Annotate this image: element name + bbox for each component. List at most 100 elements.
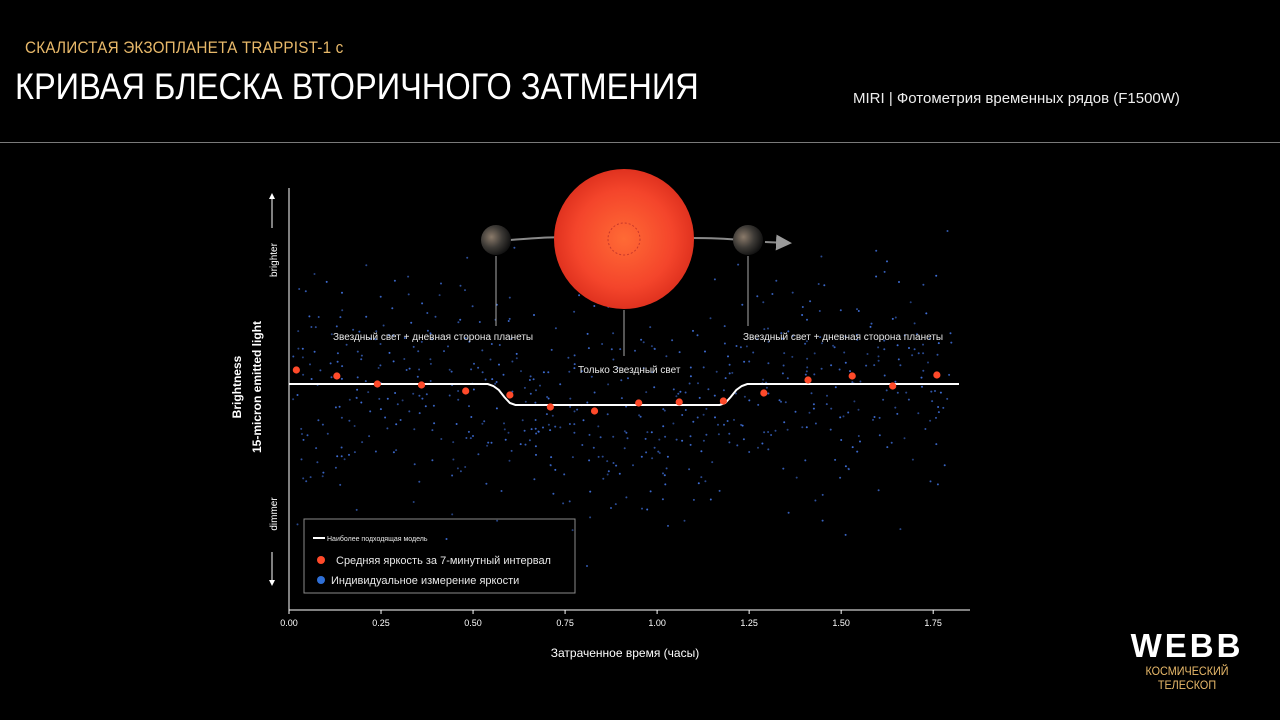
individual-point xyxy=(508,317,511,320)
individual-point xyxy=(916,333,918,336)
best-fit-model-line xyxy=(289,383,959,406)
individual-point xyxy=(873,364,876,367)
individual-point xyxy=(832,344,835,347)
individual-point xyxy=(379,295,382,298)
individual-point xyxy=(885,389,888,392)
individual-point xyxy=(610,507,612,509)
individual-point xyxy=(865,364,868,367)
individual-point xyxy=(717,423,719,426)
individual-point xyxy=(620,397,623,400)
individual-point xyxy=(563,473,566,476)
individual-point xyxy=(937,411,940,414)
individual-point xyxy=(665,355,668,358)
x-tick-label: 1.00 xyxy=(648,618,666,628)
x-tick-label: 0.25 xyxy=(372,618,390,628)
y-axis-label-secondary: 15-micron emitted light xyxy=(250,321,264,453)
individual-point xyxy=(718,489,721,492)
individual-point xyxy=(445,538,448,540)
individual-point xyxy=(498,363,500,366)
individual-point xyxy=(524,443,527,446)
individual-point xyxy=(886,260,888,263)
individual-point xyxy=(568,500,571,503)
individual-point xyxy=(567,356,570,359)
individual-point xyxy=(844,533,847,536)
individual-point xyxy=(537,430,540,433)
individual-point xyxy=(905,391,908,394)
individual-point xyxy=(452,441,455,444)
individual-point xyxy=(702,366,705,369)
individual-point xyxy=(909,301,912,304)
individual-point xyxy=(882,398,885,401)
individual-point xyxy=(339,483,342,486)
individual-point xyxy=(679,390,682,393)
individual-point xyxy=(700,450,703,453)
individual-point xyxy=(662,472,664,475)
individual-point xyxy=(819,336,822,339)
individual-point xyxy=(326,432,329,435)
individual-point xyxy=(470,368,473,371)
individual-point xyxy=(662,408,665,411)
individual-point xyxy=(508,459,511,462)
legend-model-label: Наиболее подходящая модель xyxy=(327,535,428,543)
individual-point xyxy=(535,432,538,435)
individual-point xyxy=(723,342,726,345)
individual-point xyxy=(602,477,605,480)
individual-point xyxy=(367,391,370,394)
individual-point xyxy=(672,388,675,391)
individual-point xyxy=(662,425,665,428)
individual-point xyxy=(432,404,435,407)
individual-point xyxy=(739,346,742,349)
individual-point xyxy=(308,315,311,318)
individual-point xyxy=(627,377,629,380)
individual-point xyxy=(494,382,497,385)
individual-point xyxy=(658,452,661,454)
individual-point xyxy=(302,477,305,480)
individual-point xyxy=(697,482,700,485)
individual-point xyxy=(365,264,368,267)
individual-point xyxy=(756,338,759,341)
individual-point xyxy=(943,464,946,467)
individual-point xyxy=(667,524,669,527)
individual-point xyxy=(392,451,395,454)
individual-point xyxy=(809,300,812,303)
individual-point xyxy=(481,349,484,352)
individual-point xyxy=(473,362,475,365)
individual-point xyxy=(504,438,507,441)
individual-point xyxy=(935,443,938,446)
legend-box xyxy=(303,518,576,594)
individual-point xyxy=(646,431,649,434)
individual-point xyxy=(573,367,576,370)
individual-point xyxy=(890,441,893,444)
individual-point xyxy=(896,391,899,394)
individual-point xyxy=(431,459,434,462)
individual-point xyxy=(467,430,470,433)
individual-point xyxy=(814,499,817,502)
individual-point xyxy=(917,352,920,355)
individual-point xyxy=(379,408,382,411)
individual-point xyxy=(849,370,851,373)
individual-point xyxy=(663,409,666,412)
individual-point xyxy=(935,274,938,277)
individual-point xyxy=(450,370,453,373)
individual-point xyxy=(917,412,920,415)
individual-point xyxy=(820,367,823,370)
individual-point xyxy=(392,334,395,337)
individual-point xyxy=(562,502,565,505)
individual-point xyxy=(839,476,842,479)
individual-point xyxy=(698,396,701,399)
x-tick-label: 0.75 xyxy=(556,618,574,628)
individual-point xyxy=(948,373,951,376)
individual-point xyxy=(369,337,372,340)
individual-point xyxy=(866,353,869,355)
individual-point xyxy=(929,480,932,483)
individual-point xyxy=(899,528,902,531)
individual-point xyxy=(734,392,737,395)
individual-point xyxy=(791,334,794,337)
individual-point xyxy=(666,455,669,458)
individual-point xyxy=(813,352,816,355)
individual-point xyxy=(762,378,765,381)
individual-point xyxy=(533,314,535,316)
individual-point xyxy=(612,462,615,464)
individual-point xyxy=(590,375,593,378)
individual-point xyxy=(360,354,363,357)
